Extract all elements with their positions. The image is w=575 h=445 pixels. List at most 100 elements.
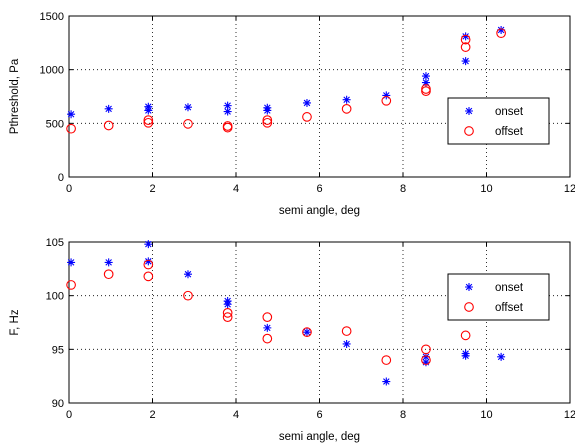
legend-box [447,273,550,321]
data-point-onset [382,377,391,386]
legend-label-offset: offset [495,302,524,314]
data-point-onset [342,95,351,104]
x-tick-label: 12 [564,183,575,195]
legend-marker-offset [464,302,474,312]
x-tick-label: 12 [564,409,575,421]
data-point-onset [223,101,232,110]
data-point-offset [143,271,154,282]
data-point-onset [183,270,192,279]
y-tick-label: 90 [52,398,64,410]
x-tick-label: 0 [66,409,72,421]
top-chart-pthreshold: 0 2 4 6 8 10 12 0 500 1000 1500 semi angle, deg Pthr… [9,11,575,217]
series-onset [67,25,506,119]
data-point-onset [144,240,153,249]
y-tick-label: 0 [58,172,64,184]
x-axis-label: semi angle, deg [279,431,360,443]
x-tick-label: 0 [66,183,72,195]
series-offset [66,28,506,134]
y-tick-label: 95 [52,344,64,356]
x-tick-label: 10 [480,409,492,421]
data-point-onset [302,98,311,107]
legend: onset offset [447,97,550,145]
legend-marker-onset [465,283,473,291]
data-point-offset [421,344,431,355]
legend-marker-onset [465,107,473,115]
x-tick-label: 6 [316,183,322,195]
data-point-offset [302,327,312,338]
data-point-offset [262,117,273,128]
data-point-offset [262,115,273,125]
data-point-offset [460,42,471,52]
data-point-onset [183,103,192,112]
y-tick-label: 1000 [40,65,64,77]
data-point-onset [263,323,272,332]
data-point-offset [262,312,273,322]
data-point-onset [421,72,430,81]
x-tick-label: 8 [400,409,406,421]
data-point-onset [461,32,470,41]
data-point-offset [183,119,193,129]
data-point-onset [342,339,351,348]
data-point-onset [67,258,76,267]
data-point-onset [223,297,232,306]
data-point-onset [461,57,470,66]
data-point-onset [144,102,153,111]
data-point-onset [144,257,153,266]
data-point-onset [67,110,76,119]
series-offset [66,259,471,365]
data-point-onset [497,352,506,361]
data-point-offset [381,95,392,106]
data-point-offset [143,259,154,270]
data-point-onset [497,25,506,34]
data-point-offset [222,121,233,131]
data-point-onset [104,104,113,113]
data-point-offset [421,355,431,365]
data-point-offset [143,115,154,125]
data-point-offset [262,333,273,344]
y-axis-label: Pthreshold, Pa [9,58,21,134]
bottom-chart-frequency: 0 2 4 6 8 10 12 90 95 100 105 semi angle, deg F, Hz o… [9,237,575,443]
y-tick-label: 500 [46,118,64,130]
data-point-offset [103,120,114,131]
data-point-onset [104,258,113,267]
data-point-offset [66,280,76,290]
data-point-onset [421,358,430,367]
data-point-onset [461,349,470,358]
data-point-offset [103,269,114,280]
data-point-onset [421,352,430,361]
legend-label-offset: offset [495,126,524,138]
data-point-offset [302,112,312,122]
x-tick-label: 2 [149,183,155,195]
x-tick-label: 2 [149,409,155,421]
legend: onset offset [447,273,550,321]
data-point-offset [183,290,193,301]
legend-label-onset: onset [495,106,524,118]
data-point-offset [66,123,76,134]
data-point-offset [460,330,471,341]
y-axis-label: F, Hz [9,309,21,335]
data-point-onset [263,103,272,112]
data-point-offset [460,34,471,45]
x-tick-label: 10 [480,183,492,195]
legend-label-onset: onset [495,282,524,294]
x-axis-label: semi angle, deg [279,205,360,217]
legend-marker-offset [464,126,474,136]
y-tick-label: 1500 [40,11,64,23]
y-tick-label: 105 [46,237,64,249]
data-point-offset [143,117,154,128]
data-point-offset [222,312,233,322]
data-point-offset [341,103,352,114]
data-point-offset [341,326,352,336]
data-point-offset [222,307,233,318]
x-tick-label: 4 [233,183,239,195]
data-point-onset [421,78,430,87]
legend-box [447,97,550,145]
series-onset [67,240,506,386]
data-point-onset [302,328,311,337]
data-point-offset [421,84,431,94]
y-tick-label: 100 [46,291,64,303]
x-tick-label: 6 [316,409,322,421]
data-point-offset [496,28,506,39]
data-point-onset [223,107,232,116]
x-tick-label: 8 [400,183,406,195]
